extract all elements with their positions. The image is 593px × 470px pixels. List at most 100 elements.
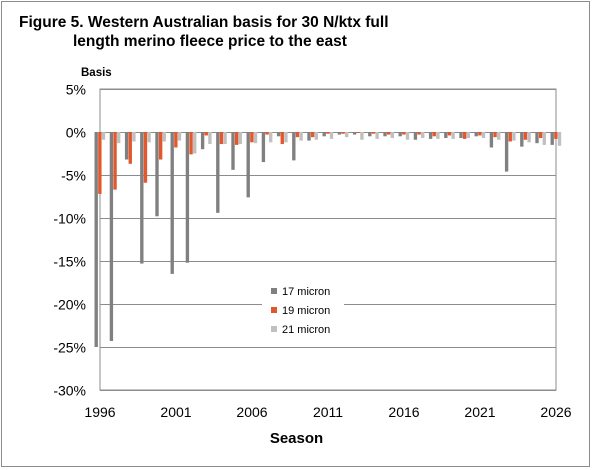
legend-label: 19 micron — [282, 305, 330, 317]
x-tick-label: 2021 — [464, 404, 495, 420]
bar-21-micron-2026 — [557, 132, 562, 146]
bar-19-micron-1998 — [128, 132, 132, 164]
bar-21-micron-2023 — [512, 132, 516, 141]
bar-19-micron-2015 — [386, 132, 391, 135]
bar-21-micron-2008 — [284, 132, 288, 143]
bar-17-micron-2025 — [535, 132, 539, 144]
bar-19-micron-2025 — [538, 132, 543, 139]
bar-19-micron-2020 — [462, 132, 467, 139]
bar-21-micron-2011 — [329, 132, 334, 139]
bar-21-micron-2012 — [345, 132, 349, 138]
bar-17-micron-2001 — [170, 132, 174, 274]
bar-19-micron-2016 — [402, 132, 406, 135]
bar-21-micron-2006 — [253, 132, 258, 144]
bar-17-micron-1996 — [94, 132, 98, 347]
bar-19-micron-1997 — [113, 132, 117, 190]
bar-21-micron-2019 — [451, 132, 455, 139]
bar-17-micron-2002 — [185, 132, 190, 263]
x-tick-label: 2026 — [540, 404, 571, 420]
bar-19-micron-2023 — [508, 132, 512, 142]
x-tick-label: 2016 — [388, 404, 419, 420]
bar-17-micron-2013 — [352, 132, 357, 135]
bar-19-micron-2002 — [189, 132, 193, 155]
bar-19-micron-2019 — [447, 132, 452, 136]
bar-17-micron-2026 — [550, 132, 554, 145]
bar-21-micron-2017 — [421, 132, 425, 139]
bar-19-micron-2000 — [158, 132, 163, 160]
bar-17-micron-2015 — [383, 132, 387, 137]
y-tick-label: -25% — [53, 340, 86, 356]
bar-17-micron-1999 — [140, 132, 144, 264]
bar-19-micron-2026 — [554, 132, 558, 139]
legend-label: 21 micron — [282, 324, 330, 336]
bar-17-micron-2023 — [504, 132, 509, 172]
bar-21-micron-2016 — [405, 132, 410, 140]
bar-17-micron-2004 — [216, 132, 220, 213]
y-tick-label: 5% — [66, 82, 86, 98]
bar-19-micron-1996 — [98, 132, 102, 194]
bar-17-micron-1998 — [124, 132, 129, 160]
bar-21-micron-2018 — [436, 132, 440, 139]
bar-19-micron-2017 — [417, 132, 421, 135]
bar-21-micron-2025 — [542, 132, 546, 145]
x-tick-label: 2006 — [236, 404, 267, 420]
bar-17-micron-2006 — [246, 132, 250, 198]
bar-21-micron-2001 — [177, 132, 182, 141]
y-tick-label: -30% — [53, 383, 86, 399]
bar-17-micron-2016 — [398, 132, 402, 137]
bar-17-micron-2003 — [200, 132, 205, 150]
bar-21-micron-2022 — [497, 132, 501, 140]
bar-21-micron-1999 — [147, 132, 151, 143]
x-tick-label: 2011 — [313, 404, 343, 420]
bar-19-micron-2012 — [341, 132, 345, 134]
bar-19-micron-2010 — [310, 132, 315, 138]
bar-21-micron-2005 — [238, 132, 242, 145]
bar-17-micron-2021 — [474, 132, 478, 137]
bar-19-micron-2011 — [326, 132, 330, 134]
bar-17-micron-2008 — [276, 132, 281, 137]
bar-19-micron-2007 — [265, 132, 269, 135]
bar-17-micron-1997 — [109, 132, 114, 341]
bar-19-micron-1999 — [143, 132, 148, 183]
bar-17-micron-2011 — [322, 132, 326, 137]
bar-21-micron-2007 — [269, 132, 273, 143]
bar-21-micron-2000 — [162, 132, 166, 142]
legend-swatch — [271, 288, 277, 294]
bar-17-micron-2012 — [337, 132, 342, 135]
bar-21-micron-2020 — [466, 132, 470, 139]
chart-title-line-1: Figure 5. Western Australian basis for 3… — [19, 14, 389, 31]
bar-19-micron-2003 — [204, 132, 208, 136]
bar-21-micron-2013 — [360, 132, 364, 140]
bar-21-micron-1997 — [117, 132, 121, 144]
bar-21-micron-2010 — [314, 132, 318, 140]
bar-19-micron-2022 — [493, 132, 497, 138]
bar-17-micron-2017 — [413, 132, 418, 140]
bar-19-micron-2013 — [356, 132, 360, 133]
bar-17-micron-2009 — [292, 132, 296, 161]
bar-17-micron-2010 — [307, 132, 311, 141]
bar-21-micron-2015 — [390, 132, 394, 139]
y-tick-label: 0% — [66, 125, 86, 141]
bar-19-micron-2024 — [523, 132, 528, 140]
bar-19-micron-2008 — [280, 132, 284, 145]
y-tick-label: -10% — [53, 211, 86, 227]
bar-21-micron-2003 — [208, 132, 212, 145]
bar-19-micron-2018 — [432, 132, 436, 137]
bar-21-micron-2004 — [223, 132, 227, 145]
bar-17-micron-2020 — [459, 132, 463, 139]
x-tick-label: 2001 — [160, 404, 191, 420]
bar-19-micron-2001 — [174, 132, 178, 148]
bar-19-micron-2006 — [250, 132, 254, 143]
bar-17-micron-2014 — [368, 132, 372, 137]
y-tick-label: -20% — [53, 297, 86, 313]
bar-19-micron-2021 — [478, 132, 482, 136]
bar-21-micron-2009 — [299, 132, 303, 141]
y-axis-label: Basis — [81, 67, 112, 79]
bar-17-micron-2005 — [231, 132, 235, 170]
legend-swatch — [271, 326, 277, 332]
bar-17-micron-2024 — [520, 132, 524, 147]
bar-17-micron-2007 — [261, 132, 266, 163]
bar-17-micron-2022 — [489, 132, 494, 148]
bar-19-micron-2004 — [219, 132, 224, 145]
